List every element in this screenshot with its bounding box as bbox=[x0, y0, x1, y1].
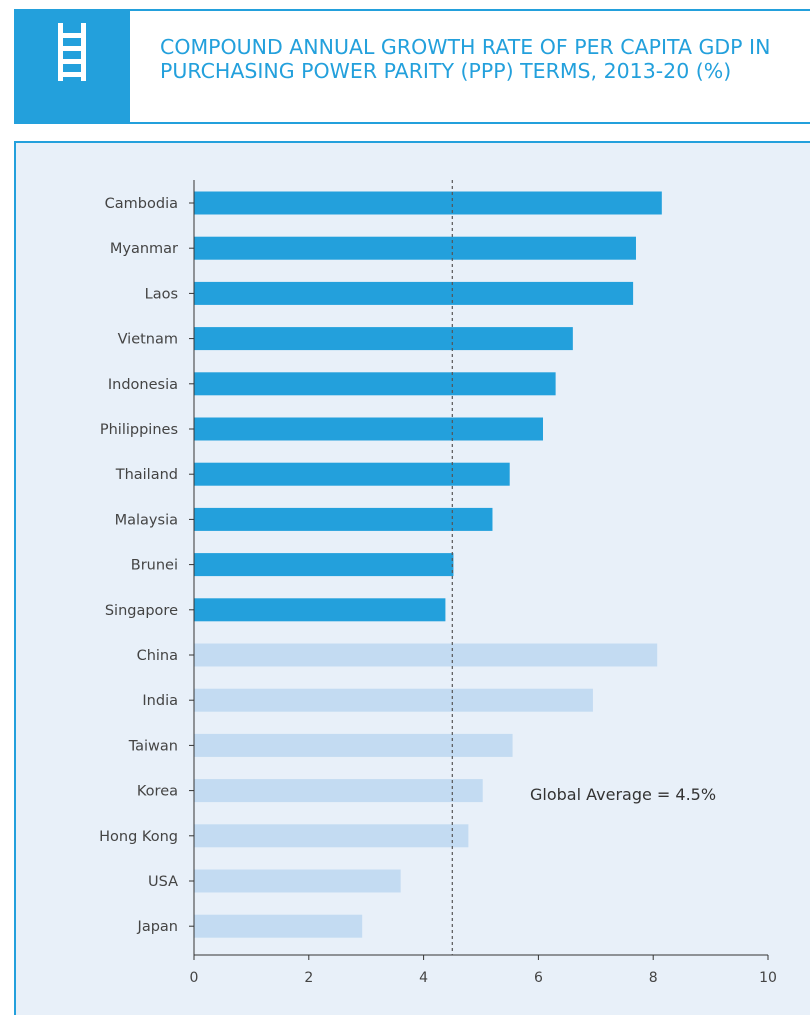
bar bbox=[194, 733, 513, 757]
x-tick-label: 6 bbox=[534, 970, 543, 986]
bar bbox=[194, 372, 556, 396]
category-label: Vietnam bbox=[118, 332, 178, 348]
chart-header: COMPOUND ANNUAL GROWTH RATE OF PER CAPIT… bbox=[14, 9, 810, 124]
x-tick-label: 10 bbox=[759, 970, 777, 986]
category-label: Taiwan bbox=[128, 738, 178, 754]
bar bbox=[194, 327, 573, 351]
bar bbox=[194, 824, 469, 848]
category-label: Indonesia bbox=[108, 377, 178, 393]
category-label: Korea bbox=[137, 784, 178, 800]
bar bbox=[194, 507, 493, 531]
category-label: Cambodia bbox=[105, 196, 178, 212]
category-label: India bbox=[142, 693, 178, 709]
bar-chart: Cambodia Myanmar Laos Vietnam Indonesia Phili… bbox=[99, 180, 777, 986]
bar bbox=[194, 236, 636, 260]
bar bbox=[194, 553, 454, 577]
global-average-label: Global Average = 4.5% bbox=[530, 785, 716, 804]
x-tick-label: 2 bbox=[304, 970, 313, 986]
bar bbox=[194, 688, 593, 712]
category-label: Thailand bbox=[115, 467, 178, 483]
bar bbox=[194, 598, 446, 622]
category-label: Malaysia bbox=[115, 512, 178, 528]
bar bbox=[194, 914, 363, 938]
chart-title: COMPOUND ANNUAL GROWTH RATE OF PER CAPIT… bbox=[160, 35, 771, 83]
category-label: Brunei bbox=[131, 558, 178, 574]
bar bbox=[194, 191, 662, 215]
bar bbox=[194, 462, 510, 486]
bar bbox=[194, 779, 483, 803]
x-tick-label: 0 bbox=[190, 970, 199, 986]
bar bbox=[194, 643, 658, 667]
chart-panel: Cambodia Myanmar Laos Vietnam Indonesia Phili… bbox=[14, 141, 810, 1015]
category-label: Singapore bbox=[105, 603, 178, 619]
x-tick-label: 4 bbox=[419, 970, 428, 986]
category-label: China bbox=[137, 648, 178, 664]
category-label: Myanmar bbox=[110, 241, 178, 257]
category-label: Philippines bbox=[100, 422, 178, 438]
category-label: Japan bbox=[137, 919, 178, 935]
bar bbox=[194, 417, 543, 441]
ladder-icon bbox=[14, 11, 130, 122]
bar bbox=[194, 281, 634, 305]
category-label: Laos bbox=[145, 286, 178, 302]
bar bbox=[194, 869, 401, 893]
category-label: USA bbox=[148, 874, 178, 890]
category-label: Hong Kong bbox=[99, 829, 178, 845]
x-tick-label: 8 bbox=[649, 970, 658, 986]
